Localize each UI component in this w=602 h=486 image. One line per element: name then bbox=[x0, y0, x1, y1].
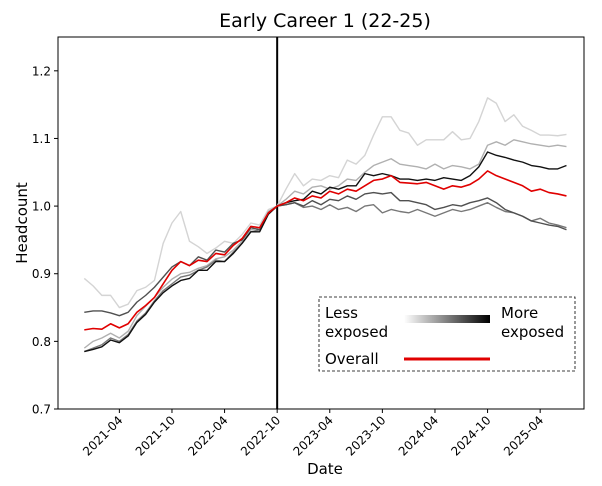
x-tick-label: 2025-04 bbox=[501, 413, 546, 458]
y-tick-label: 0.7 bbox=[32, 403, 51, 417]
legend-gradient bbox=[404, 315, 490, 323]
legend-low-label: Less bbox=[325, 304, 358, 322]
series-line bbox=[83, 139, 567, 349]
x-axis-label: Date bbox=[307, 460, 343, 478]
y-axis-label: Headcount bbox=[13, 182, 31, 264]
legend-high-label: exposed bbox=[501, 323, 564, 341]
x-tick-label: 2022-10 bbox=[238, 413, 283, 458]
legend-low-label: exposed bbox=[325, 323, 388, 341]
legend-high-label: More bbox=[501, 304, 538, 322]
x-tick-label: 2024-10 bbox=[448, 413, 493, 458]
y-tick-label: 1.2 bbox=[32, 64, 51, 78]
x-tick-label: 2022-04 bbox=[185, 413, 230, 458]
plot-area bbox=[83, 37, 567, 409]
series-line bbox=[84, 202, 567, 353]
x-tick-label: 2021-10 bbox=[133, 413, 178, 458]
legend-label: Overall bbox=[325, 350, 379, 368]
y-tick-label: 0.8 bbox=[32, 335, 51, 349]
chart-title: Early Career 1 (22-25) bbox=[219, 10, 431, 32]
series-line bbox=[84, 170, 567, 331]
x-tick-label: 2024-04 bbox=[396, 413, 441, 458]
series-line bbox=[83, 97, 567, 309]
series-line bbox=[84, 151, 567, 353]
x-tick-label: 2021-04 bbox=[80, 413, 125, 458]
y-tick-label: 1.0 bbox=[32, 200, 51, 214]
series-line bbox=[84, 191, 567, 317]
y-tick-label: 0.9 bbox=[32, 267, 51, 281]
x-tick-label: 2023-10 bbox=[343, 413, 388, 458]
axes-frame bbox=[57, 36, 585, 410]
x-tick-label: 2023-04 bbox=[291, 413, 336, 458]
y-tick-label: 1.1 bbox=[32, 132, 51, 146]
legend: Less exposed More exposed Overall bbox=[318, 296, 576, 372]
